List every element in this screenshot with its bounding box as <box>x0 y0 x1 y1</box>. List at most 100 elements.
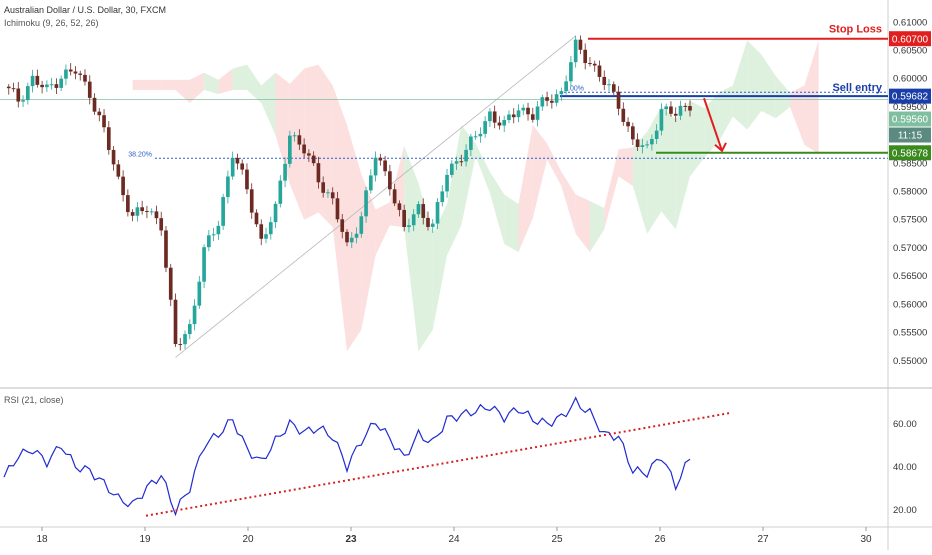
time-tick-label-6: 26 <box>654 534 666 545</box>
fib-0-label: 0.00% <box>564 85 584 92</box>
candle-body-89 <box>430 223 435 227</box>
cloud-segment-13 <box>318 64 333 228</box>
candle-body-50 <box>245 169 249 190</box>
candle-body-81 <box>392 189 397 204</box>
sell-arrow-shaft <box>703 97 723 152</box>
candle-body-52 <box>254 212 259 225</box>
candle-body-6 <box>35 75 40 85</box>
cloud-segment-11 <box>289 68 305 220</box>
candle-body-87 <box>421 204 426 218</box>
cloud-segment-25 <box>489 171 505 245</box>
candle-body-49 <box>240 163 245 170</box>
time-tick-label-0: 18 <box>36 534 48 545</box>
candle-body-14 <box>73 71 78 74</box>
cloud-segment-27 <box>518 125 533 252</box>
candle-body-135 <box>650 138 654 145</box>
candle-body-36 <box>178 344 183 346</box>
candle-body-45 <box>221 197 225 226</box>
cloud-segment-5 <box>204 72 219 94</box>
candle-body-78 <box>378 157 383 161</box>
rsi-trend-line <box>145 411 731 517</box>
candle-body-91 <box>440 191 445 203</box>
time-tick-label-3: 23 <box>345 534 357 545</box>
cloud-segment-6 <box>218 68 233 94</box>
rsi-tick-label-2: 20.00 <box>893 505 917 516</box>
candle-body-3 <box>21 100 25 102</box>
candle-body-43 <box>211 234 216 236</box>
time-tick-label-5: 25 <box>551 534 563 545</box>
cloud-segment-26 <box>504 194 519 252</box>
time-tick-label-8: 30 <box>860 534 872 545</box>
sell-arrow <box>703 97 727 153</box>
candle-body-34 <box>168 267 173 300</box>
price-tick-label-11: 0.55000 <box>893 356 927 367</box>
candle-body-125 <box>602 76 607 85</box>
candle-body-131 <box>631 126 635 140</box>
candle-body-121 <box>583 49 588 64</box>
stop-loss-price-tag-bg <box>889 31 931 47</box>
cloud-segment-9 <box>261 72 276 136</box>
candle-body-57 <box>278 180 283 204</box>
price-tick-label-10: 0.55500 <box>893 328 927 339</box>
candle-body-100 <box>483 121 487 134</box>
candle-body-60 <box>292 135 297 137</box>
candle-body-96 <box>464 149 468 162</box>
cloud-segment-7 <box>232 64 247 91</box>
time-tick-label-4: 24 <box>448 534 460 545</box>
candle-body-61 <box>297 135 302 145</box>
candle-body-31 <box>154 211 159 219</box>
candle-body-113 <box>545 97 549 101</box>
candle-body-110 <box>530 114 535 120</box>
candle-body-18 <box>92 97 97 112</box>
candle-body-12 <box>64 69 68 79</box>
cloud-segment-30 <box>561 171 576 234</box>
sell-entry-price-tag-text: 0.59682 <box>892 92 929 103</box>
candle-body-124 <box>597 65 602 77</box>
candle-body-38 <box>187 324 192 335</box>
candle-body-21 <box>106 127 111 150</box>
candle-body-16 <box>83 74 87 82</box>
time-axis: 18 19 20 23 24 25 26 27 30 <box>36 527 872 545</box>
candle-body-1 <box>11 88 16 90</box>
candle-body-70 <box>340 219 345 232</box>
candle-body-32 <box>159 218 164 231</box>
candle-body-68 <box>330 192 335 199</box>
candle-body-35 <box>173 299 178 345</box>
candle-body-103 <box>497 122 502 126</box>
candle-body-2 <box>16 88 21 102</box>
candle-body-142 <box>683 105 688 107</box>
price-tick-label-2: 0.60000 <box>893 74 927 85</box>
candle-body-47 <box>230 157 235 177</box>
candle-body-115 <box>554 94 559 103</box>
sell-entry-text: Sell entry <box>832 82 882 94</box>
candle-body-134 <box>645 144 649 146</box>
candle-body-72 <box>349 237 354 243</box>
candle-body-143 <box>688 106 692 111</box>
cloud-segment-38 <box>675 100 690 230</box>
candle-body-54 <box>264 234 268 239</box>
candle-body-108 <box>521 107 526 111</box>
cloud-segment-14 <box>332 85 347 352</box>
rsi-tick-label-0: 60.00 <box>893 419 917 430</box>
candle-body-84 <box>407 225 411 227</box>
candle-body-20 <box>102 115 106 128</box>
candle-body-105 <box>507 114 511 121</box>
candle-body-139 <box>669 106 673 114</box>
candle-body-42 <box>207 235 211 248</box>
candle-body-112 <box>540 97 545 107</box>
fibonacci-tool: 38.20% 0.00% <box>128 35 888 358</box>
cloud-segment-29 <box>547 143 562 186</box>
candle-body-56 <box>273 203 278 223</box>
candle-body-29 <box>145 211 149 213</box>
current-price-tag-text: 0.59560 <box>892 115 929 126</box>
stop-loss-text: Stop Loss <box>829 24 882 36</box>
time-tick-label-2: 20 <box>242 534 254 545</box>
candle-body-40 <box>197 281 202 306</box>
candle-body-97 <box>469 136 473 150</box>
candle-body-90 <box>435 202 440 224</box>
cloud-segment-8 <box>246 64 262 104</box>
price-tick-label-0: 0.61000 <box>893 17 927 28</box>
candle-body-128 <box>616 91 621 109</box>
